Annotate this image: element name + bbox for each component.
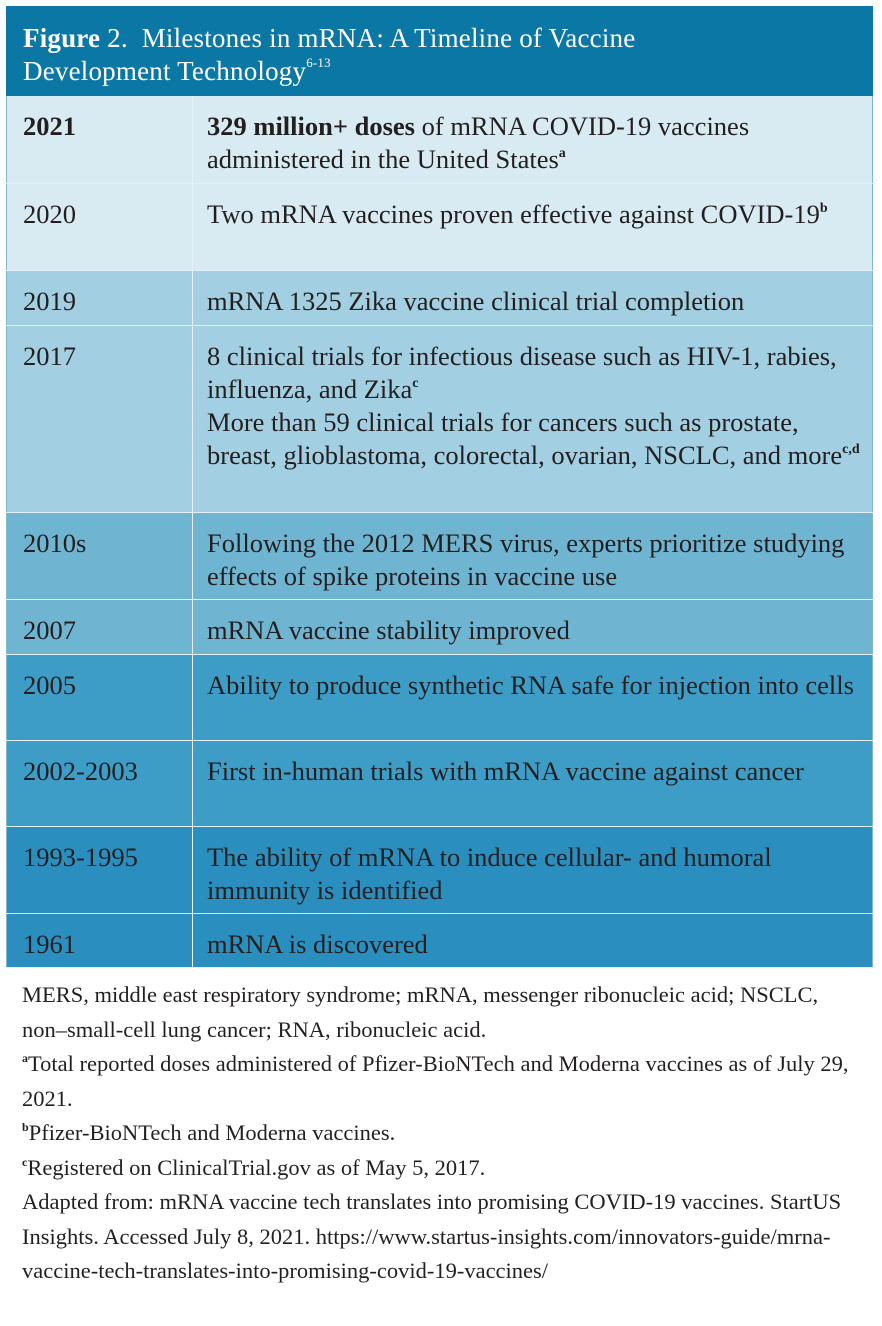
milestone-year: 2002-2003 xyxy=(6,740,193,827)
milestone-event: Two mRNA vaccines proven effective again… xyxy=(192,183,873,271)
milestone-row: 2002-2003 First in-human trials with mRNA… xyxy=(6,740,873,827)
footnote-source: Adapted from: mRNA vaccine tech translat… xyxy=(22,1189,842,1283)
milestone-event-text: Following the 2012 MERS virus, experts p… xyxy=(207,527,845,591)
milestone-event: 8 clinical trials for infectious disease… xyxy=(192,325,873,513)
milestone-year: 2019 xyxy=(6,270,193,326)
milestone-year: 2010s xyxy=(6,512,193,600)
milestone-footnote-mark: b xyxy=(819,200,828,216)
milestone-event: 329 million+ doses of mRNA COVID-19 vacc… xyxy=(192,96,873,184)
footnote-a-text: Total reported doses administered of Pfi… xyxy=(22,1051,849,1111)
milestone-year: 2007 xyxy=(6,599,193,655)
milestone-event-text: mRNA is discovered xyxy=(207,928,428,959)
timeline-figure: Figure 2. Milestones in mRNA: A Timeline… xyxy=(6,6,873,968)
milestone-event-text: The ability of mRNA to induce cellular- … xyxy=(207,841,772,905)
milestone-event-text: First in-human trials with mRNA vaccine … xyxy=(207,755,804,786)
milestone-row: 2020 Two mRNA vaccines proven effective a… xyxy=(6,183,873,271)
footnote-b: bPfizer-BioNTech and Moderna vaccines. xyxy=(22,1116,862,1151)
milestone-event: The ability of mRNA to induce cellular- … xyxy=(192,826,873,914)
milestone-table-body: 2021 329 million+ doses of mRNA COVID-19 … xyxy=(6,96,873,968)
footnotes: MERS, middle east respiratory syndrome; … xyxy=(22,978,862,1289)
milestone-event: First in-human trials with mRNA vaccine … xyxy=(192,740,873,827)
milestone-event-text: of mRNA COVID-19 vaccines administered i… xyxy=(207,111,750,174)
figure-title-line2: Development Technology xyxy=(23,56,307,86)
milestone-year: 2020 xyxy=(6,183,193,271)
milestone-event-text: mRNA vaccine stability improved xyxy=(207,614,570,645)
milestone-year: 1961 xyxy=(6,913,193,968)
footnote-b-mark: b xyxy=(22,1120,29,1134)
footnote-abbreviations: MERS, middle east respiratory syndrome; … xyxy=(22,982,819,1042)
milestone-year: 2005 xyxy=(6,654,193,741)
milestone-event: mRNA is discovered xyxy=(192,913,873,968)
figure-title-ref: 6-13 xyxy=(306,55,331,70)
milestone-footnote-mark: c xyxy=(412,375,419,391)
figure-header: Figure 2. Milestones in mRNA: A Timeline… xyxy=(6,6,873,96)
milestone-event-emphasis: 329 million+ doses xyxy=(207,111,415,141)
footnote-c: cRegistered on ClinicalTrial.gov as of M… xyxy=(22,1151,862,1186)
footnote-c-mark: c xyxy=(22,1154,28,1169)
milestone-row: 2007 mRNA vaccine stability improved xyxy=(6,599,873,655)
milestone-event: Following the 2012 MERS virus, experts p… xyxy=(192,512,873,600)
milestone-footnote-mark-2: c,d xyxy=(842,441,860,457)
milestone-event-text-2: More than 59 clinical trials for cancers… xyxy=(207,406,843,470)
milestone-event: mRNA 1325 Zika vaccine clinical trial co… xyxy=(192,270,873,326)
milestone-row: 2005 Ability to produce synthetic RNA saf… xyxy=(6,654,873,741)
footnote-a: aTotal reported doses administered of Pf… xyxy=(22,1047,862,1116)
milestone-event-text: 8 clinical trials for infectious disease… xyxy=(207,340,837,404)
milestone-row: 1993-1995 The ability of mRNA to induce c… xyxy=(6,826,873,914)
milestone-row: 2019 mRNA 1325 Zika vaccine clinical tria… xyxy=(6,270,873,326)
footnote-b-text: Pfizer-BioNTech and Moderna vaccines. xyxy=(28,1120,396,1145)
milestone-table: 2021 329 million+ doses of mRNA COVID-19 … xyxy=(6,96,873,968)
milestone-year: 2017 xyxy=(6,325,193,513)
figure-label: Figure xyxy=(23,23,101,53)
milestone-row: 2017 8 clinical trials for infectious dis… xyxy=(6,325,873,513)
milestone-year: 2021 xyxy=(6,96,193,184)
footnote-a-mark: a xyxy=(22,1051,28,1065)
milestone-event: Ability to produce synthetic RNA safe fo… xyxy=(192,654,873,741)
milestone-footnote-mark: a xyxy=(558,146,566,161)
footnote-c-text: Registered on ClinicalTrial.gov as of Ma… xyxy=(27,1154,486,1180)
milestone-event-text: Two mRNA vaccines proven effective again… xyxy=(207,198,820,229)
milestone-row: 2021 329 million+ doses of mRNA COVID-19 … xyxy=(6,96,873,184)
milestone-event-text: Ability to produce synthetic RNA safe fo… xyxy=(207,669,854,700)
milestone-row: 2010s Following the 2012 MERS virus, expe… xyxy=(6,512,873,600)
milestone-row: 1961 mRNA is discovered xyxy=(6,913,873,968)
figure-title-line1: Milestones in mRNA: A Timeline of Vaccin… xyxy=(141,23,636,53)
figure-number: 2. xyxy=(107,23,128,53)
milestone-event-text: mRNA 1325 Zika vaccine clinical trial co… xyxy=(207,285,745,316)
milestone-year: 1993-1995 xyxy=(6,826,193,914)
milestone-event: mRNA vaccine stability improved xyxy=(192,599,873,655)
